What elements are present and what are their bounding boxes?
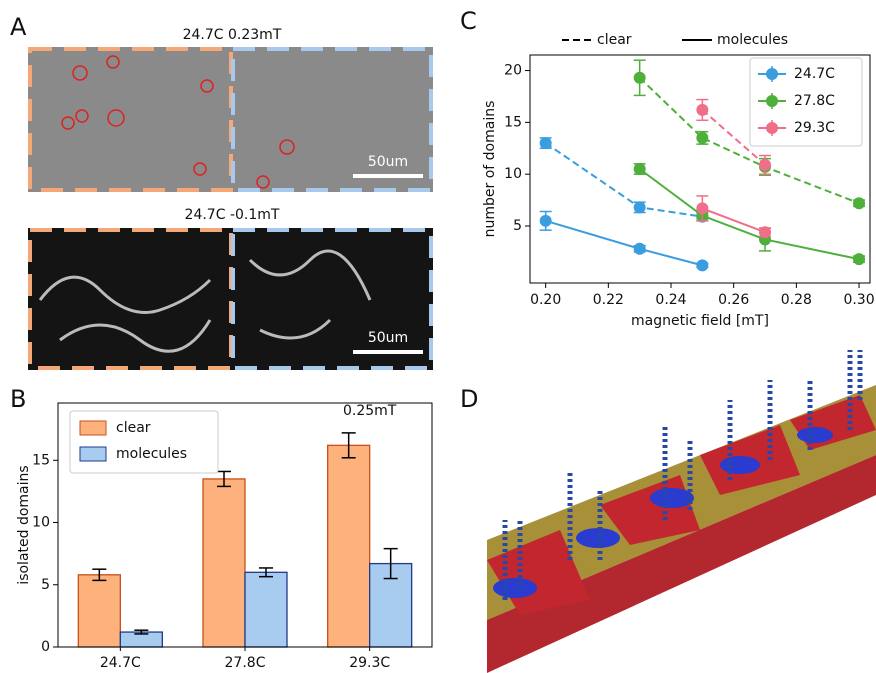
data-point (540, 215, 552, 227)
panel-label: C (460, 7, 477, 35)
legend-label: clear (116, 420, 151, 436)
x-tick-label: 0.28 (781, 292, 812, 308)
data-point (696, 104, 708, 116)
data-point (759, 226, 771, 238)
scale-bar-label: 50um (368, 154, 408, 170)
y-tick-label: 5 (41, 577, 50, 593)
x-tick-label: 0.22 (593, 292, 624, 308)
legend-label: 27.8C (794, 93, 835, 109)
legend-swatch (80, 421, 106, 435)
data-point (540, 137, 552, 149)
data-point (634, 72, 646, 84)
annotation: 0.25mT (343, 403, 397, 419)
panel-label: A (10, 13, 27, 41)
legend-swatch (80, 447, 106, 461)
panel-label: D (460, 385, 478, 413)
scale-bar-label: 50um (368, 330, 408, 346)
data-point (853, 197, 865, 209)
x-tick-label: 24.7C (100, 655, 141, 671)
data-point (853, 253, 865, 265)
x-tick-label: 0.20 (530, 292, 561, 308)
legend-label: 29.3C (794, 120, 835, 136)
data-point (696, 259, 708, 271)
bar (203, 479, 245, 647)
series-line (546, 221, 703, 266)
data-point (634, 243, 646, 255)
bar (328, 445, 370, 647)
x-axis-label: magnetic field [mT] (631, 313, 769, 329)
x-tick-label: 29.3C (349, 655, 390, 671)
data-point (634, 201, 646, 213)
data-point (696, 202, 708, 214)
image-caption: 24.7C -0.1mT (185, 207, 280, 223)
legend-label: 24.7C (794, 66, 835, 82)
x-tick-label: 0.26 (718, 292, 749, 308)
image-caption: 24.7C 0.23mT (183, 27, 282, 43)
y-tick-label: 0 (41, 639, 50, 655)
x-tick-label: 0.24 (655, 292, 686, 308)
legend-label: molecules (116, 446, 187, 462)
legend-marker (766, 122, 778, 134)
data-point (696, 132, 708, 144)
series-line (640, 169, 859, 259)
illustration (487, 350, 876, 673)
x-tick-label: 0.30 (843, 292, 874, 308)
bar (245, 572, 287, 647)
y-tick-label: 10 (32, 515, 50, 531)
y-tick-label: 20 (504, 63, 522, 79)
data-point (759, 159, 771, 171)
legend-marker (766, 95, 778, 107)
y-axis-label: isolated domains (16, 465, 32, 584)
bar (78, 575, 120, 647)
series-line (702, 208, 765, 232)
legend-label: molecules (717, 32, 788, 48)
y-axis-label: number of domains (482, 101, 498, 238)
legend-label: clear (597, 32, 632, 48)
series-line (546, 143, 703, 217)
y-tick-label: 15 (32, 452, 50, 468)
panel-label: B (10, 385, 26, 413)
y-tick-label: 10 (504, 166, 522, 182)
y-tick-label: 5 (513, 218, 522, 234)
legend-marker (766, 68, 778, 80)
y-tick-label: 15 (504, 114, 522, 130)
x-tick-label: 27.8C (225, 655, 266, 671)
data-point (634, 163, 646, 175)
figure: A B C D 24.7C 0.23mT 24.7C -0.1mT 50um 5… (0, 0, 876, 673)
